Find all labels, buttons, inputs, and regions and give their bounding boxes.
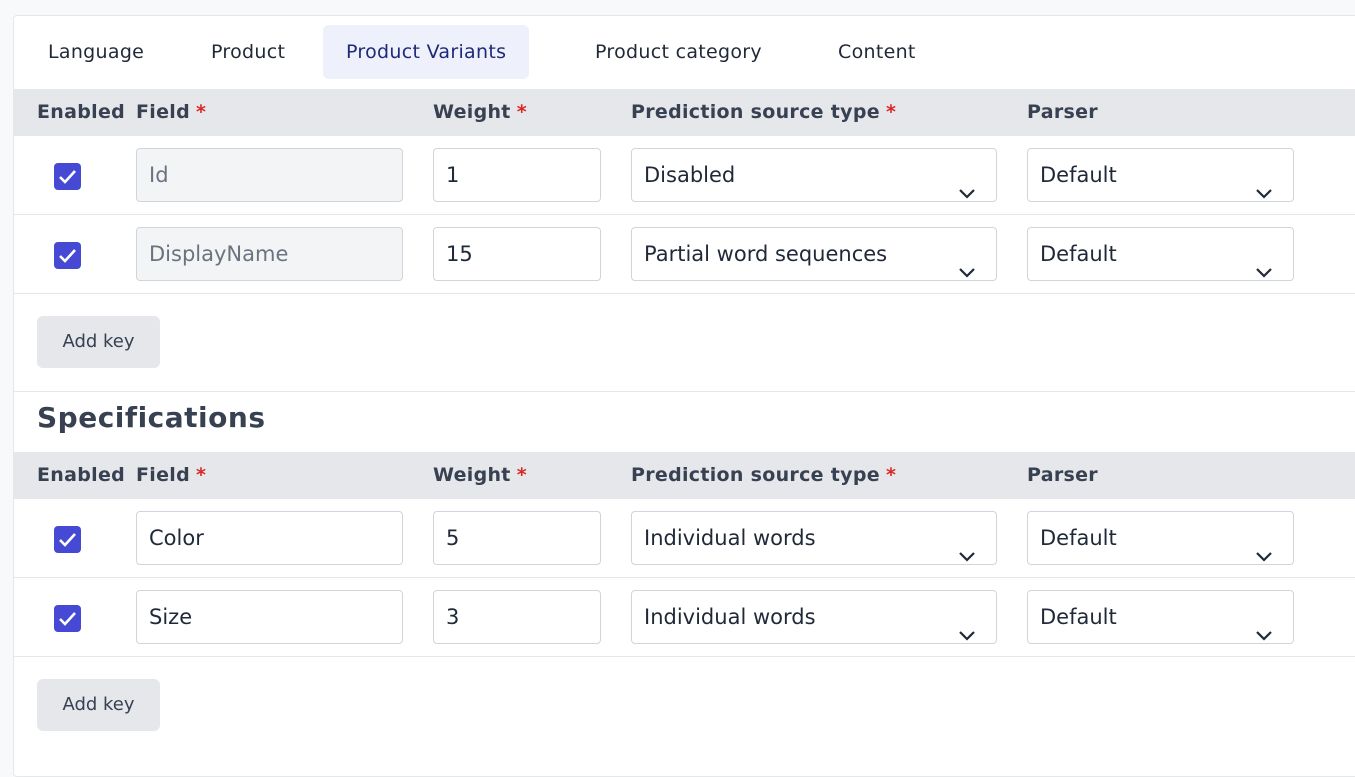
weight-input[interactable]: 1 (433, 148, 601, 202)
column-header: Prediction source type * (631, 89, 896, 136)
chevron (958, 246, 976, 298)
weight-input[interactable]: 5 (433, 511, 601, 565)
chevron (1255, 167, 1273, 219)
column-header: Weight * (433, 452, 527, 499)
column-label: Weight (433, 464, 511, 486)
column-label: Field (136, 464, 190, 486)
card: Language Product Product Variants Product c… (13, 15, 1355, 777)
add-key-button[interactable]: Add key (37, 679, 160, 731)
tab[interactable]: Product Variants (323, 25, 530, 79)
column-label: Enabled (37, 464, 126, 486)
column-label: Parser (1027, 464, 1098, 486)
checkbox[interactable] (54, 605, 81, 632)
add-key-button[interactable]: Add key (37, 316, 160, 368)
parser-select[interactable]: Default (1027, 511, 1294, 565)
parser-value: Default (1040, 526, 1117, 550)
column-label: Weight (433, 101, 511, 123)
column-header: Prediction source type * (631, 452, 896, 499)
checkbox[interactable] (54, 526, 81, 553)
source-select[interactable]: Individual words (631, 511, 997, 565)
chevron (958, 609, 976, 661)
required-mark: * (196, 464, 207, 486)
column-header: Enabled (37, 452, 125, 499)
required-mark: * (196, 101, 207, 123)
required-mark: * (516, 464, 527, 486)
column-label: Field (136, 101, 190, 123)
column-label: Enabled (37, 101, 126, 123)
column-label: Prediction source type (631, 101, 880, 123)
parser-select[interactable]: Default (1027, 227, 1294, 281)
chevron (958, 530, 976, 582)
weight-input[interactable]: 3 (433, 590, 601, 644)
parser-value: Default (1040, 163, 1117, 187)
section-separator (14, 391, 1355, 392)
checkbox[interactable] (54, 242, 81, 269)
source-value: Partial word sequences (644, 242, 888, 266)
tab[interactable]: Language (48, 41, 145, 63)
parser-value: Default (1040, 605, 1117, 629)
table-header (14, 452, 1355, 499)
required-mark: * (885, 464, 897, 486)
column-header: Parser (1027, 89, 1098, 136)
column-header: Parser (1027, 452, 1098, 499)
required-mark: * (516, 101, 527, 123)
field-input[interactable]: Size (136, 590, 403, 644)
source-select[interactable]: Partial word sequences (631, 227, 997, 281)
chevron (1255, 246, 1273, 298)
tab[interactable]: Content (838, 41, 916, 63)
chevron (1255, 530, 1273, 582)
chevron (1255, 609, 1273, 661)
tab[interactable]: Product (211, 41, 286, 63)
source-select[interactable]: Individual words (631, 590, 997, 644)
field-input: DisplayName (136, 227, 403, 281)
chevron (958, 167, 976, 219)
table-header (14, 89, 1355, 136)
source-value: Disabled (644, 163, 736, 187)
tab[interactable]: Product category (595, 41, 762, 63)
column-header: Field * (136, 452, 206, 499)
column-header: Enabled (37, 89, 125, 136)
weight-input[interactable]: 15 (433, 227, 601, 281)
parser-select[interactable]: Default (1027, 590, 1294, 644)
row-separator (14, 214, 1355, 215)
required-mark: * (885, 101, 897, 123)
column-header: Weight * (433, 89, 527, 136)
source-value: Individual words (644, 605, 816, 629)
parser-select[interactable]: Default (1027, 148, 1294, 202)
column-label: Prediction source type (631, 464, 880, 486)
source-select[interactable]: Disabled (631, 148, 997, 202)
field-input[interactable]: Color (136, 511, 403, 565)
parser-value: Default (1040, 242, 1117, 266)
row-separator (14, 293, 1355, 294)
field-input: Id (136, 148, 403, 202)
column-label: Parser (1027, 101, 1098, 123)
page: Language Product Product Variants Product c… (13, 15, 1355, 777)
row-separator (14, 577, 1355, 578)
section-title: Specifications (37, 401, 266, 434)
checkbox[interactable] (54, 163, 81, 190)
source-value: Individual words (644, 526, 816, 550)
row-separator (14, 656, 1355, 657)
column-header: Field * (136, 89, 206, 136)
